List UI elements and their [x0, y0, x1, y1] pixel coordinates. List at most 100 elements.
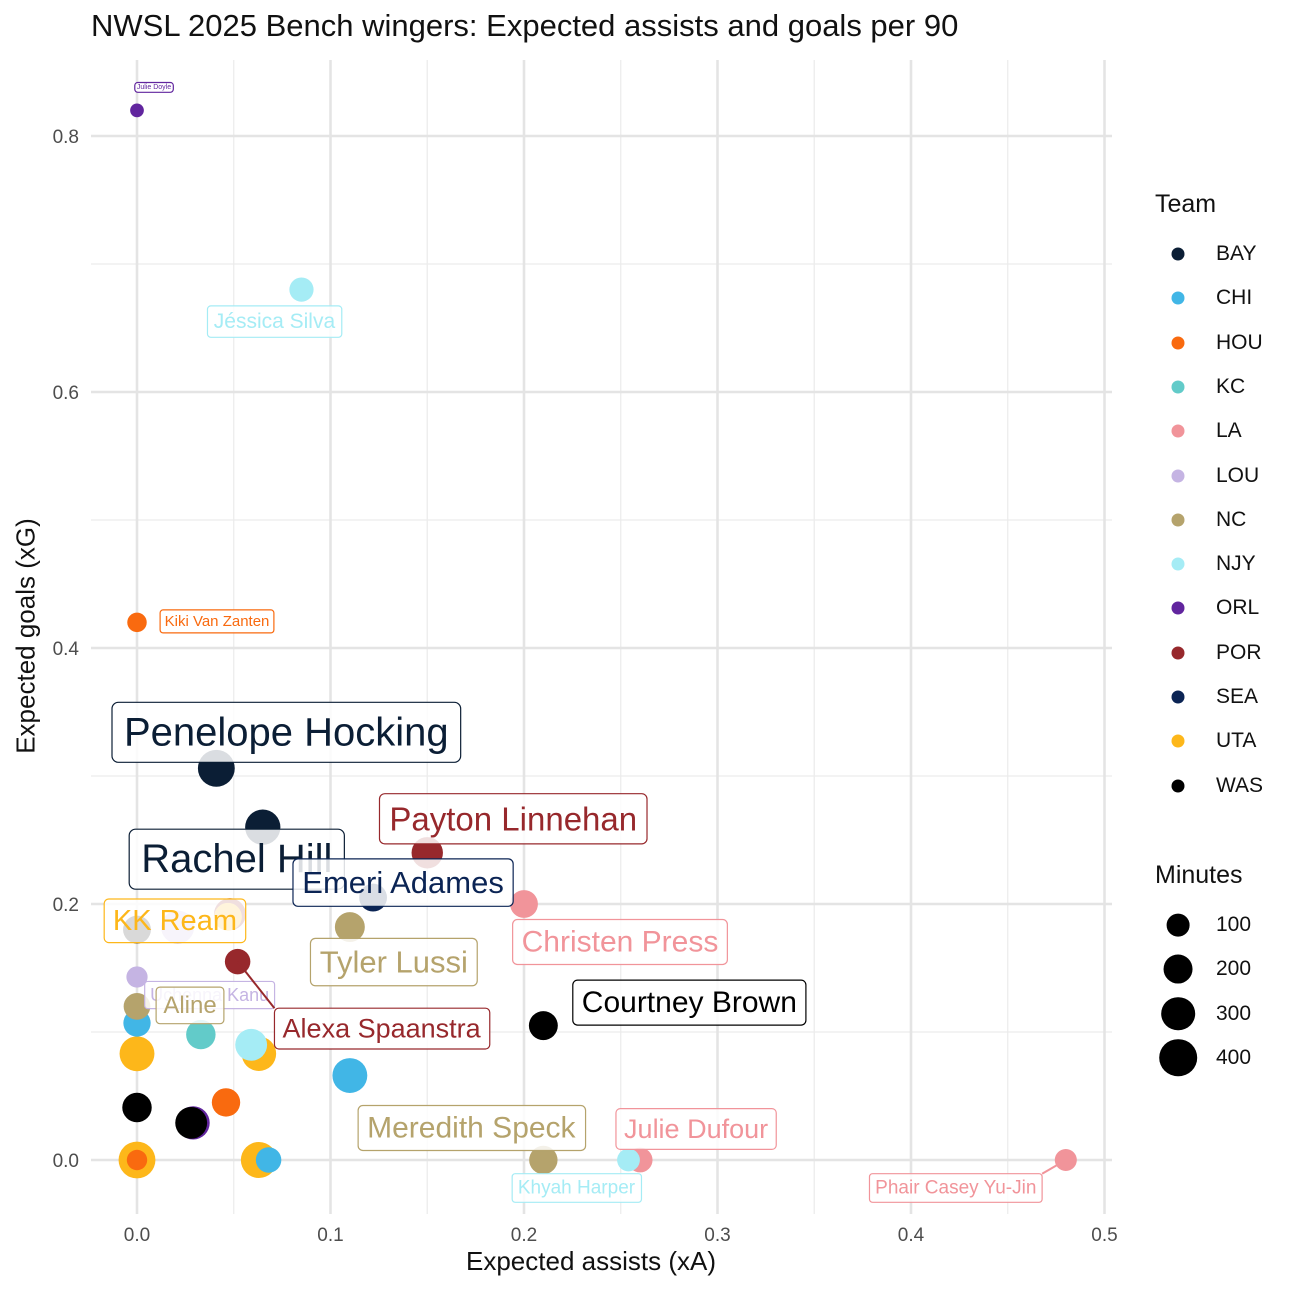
team-legend-item: WAS: [1158, 771, 1263, 801]
point-label: Emeri Adames: [292, 858, 514, 907]
x-axis-label: Expected assists (xA): [466, 1246, 716, 1276]
data-point: [123, 993, 151, 1020]
legend-swatch: [1158, 771, 1198, 801]
data-point: [528, 1011, 558, 1041]
legend-label: HOU: [1216, 330, 1263, 354]
data-point: [617, 1148, 640, 1172]
legend-label: 200: [1216, 957, 1252, 981]
team-legend-item: POR: [1158, 638, 1262, 668]
legend-label: BAY: [1216, 242, 1257, 265]
legend-label: 100: [1216, 913, 1252, 936]
point-label: Courtney Brown: [572, 979, 807, 1026]
data-point: [186, 1019, 216, 1050]
data-point: [122, 1092, 152, 1123]
team-legend-item: UTA: [1158, 726, 1256, 756]
legend-label: WAS: [1216, 773, 1264, 797]
x-tick-label: 0.2: [511, 1225, 537, 1246]
legend-label: CHI: [1216, 286, 1253, 310]
legend-swatch: [1158, 372, 1198, 402]
data-point: [332, 1058, 368, 1093]
svg-text:Khyah Harper: Khyah Harper: [518, 1178, 636, 1199]
svg-text:Jéssica Silva: Jéssica Silva: [214, 310, 336, 333]
data-point: [235, 1028, 268, 1061]
grid-lines: [91, 60, 1112, 1214]
y-tick-label: 0.6: [53, 383, 79, 404]
point-label: Kiki Van Zanten: [159, 609, 275, 634]
svg-text:Courtney Brown: Courtney Brown: [582, 986, 797, 1019]
legend-label: LOU: [1216, 463, 1260, 487]
svg-text:Penelope Hocking: Penelope Hocking: [124, 710, 449, 754]
svg-text:KK Ream: KK Ream: [113, 905, 237, 937]
legend-swatch: [1158, 328, 1198, 358]
legend-label: KC: [1216, 374, 1246, 398]
minutes-legend-item: 100: [1158, 910, 1251, 940]
legend-swatch: [1158, 416, 1198, 446]
svg-text:Emeri Adames: Emeri Adames: [302, 865, 504, 900]
y-tick-label: 0.4: [53, 639, 80, 660]
legend-swatch: [1158, 682, 1198, 712]
team-legend-item: ORL: [1158, 593, 1259, 623]
x-tick-label: 0.3: [704, 1225, 730, 1246]
team-legend-item: HOU: [1158, 328, 1263, 358]
legend-label: NJY: [1216, 552, 1256, 576]
point-label: Aline: [155, 986, 225, 1025]
team-legend-item: NC: [1158, 505, 1246, 535]
minutes-legend-item: 400: [1158, 1039, 1252, 1077]
legend-size-dot: [1158, 996, 1198, 1031]
team-legend-item: LOU: [1158, 461, 1259, 491]
data-point: [529, 1145, 558, 1175]
legend-swatch: [1158, 549, 1198, 579]
legend-label: 400: [1216, 1045, 1252, 1069]
team-legend-item: LA: [1158, 416, 1242, 446]
data-point: [510, 890, 538, 918]
svg-text:Payton Linnehan: Payton Linnehan: [389, 800, 637, 837]
point-label: KK Ream: [103, 898, 247, 944]
data-point: [175, 1106, 208, 1139]
x-tick-label: 0.5: [1091, 1225, 1117, 1246]
data-point: [334, 912, 365, 943]
legend-label: ORL: [1216, 596, 1260, 620]
tick-labels: 0.0 0.1 0.2 0.3 0.4 0.5 0.0 0.2 0.4 0.6 0.8: [53, 127, 1118, 1246]
team-legend-title: Team: [1155, 190, 1217, 218]
point-label: Tyler Lussi: [309, 937, 478, 987]
svg-text:Tyler Lussi: Tyler Lussi: [320, 945, 468, 980]
x-tick-label: 0.4: [898, 1225, 925, 1246]
data-point: [289, 277, 314, 302]
svg-text:Kiki Van Zanten: Kiki Van Zanten: [165, 613, 270, 630]
minutes-legend-item: 300: [1158, 996, 1252, 1031]
legend-swatch: [1158, 505, 1198, 535]
legend-swatch: [1158, 461, 1198, 491]
team-legend-item: CHI: [1158, 283, 1252, 313]
legend-label: LA: [1216, 419, 1242, 443]
x-tick-label: 0.0: [124, 1225, 150, 1246]
legend-label: SEA: [1216, 685, 1259, 708]
chart-title: NWSL 2025 Bench wingers: Expected assist…: [91, 8, 959, 43]
legend-label: UTA: [1216, 729, 1257, 753]
svg-text:Julie Doyle: Julie Doyle: [137, 84, 171, 91]
data-point: [130, 103, 144, 118]
point-label: Julie Doyle: [134, 81, 174, 93]
data-point: [119, 1036, 155, 1072]
minutes-legend-title: Minutes: [1155, 861, 1243, 889]
y-tick-label: 0.2: [53, 895, 79, 916]
data-point: [211, 1088, 241, 1117]
team-legend-item: SEA: [1158, 682, 1258, 712]
svg-text:Alexa Spaanstra: Alexa Spaanstra: [283, 1014, 482, 1044]
point-labels: Julie Doyle Jéssica Silva Kiki Van Zanten P…: [103, 81, 1067, 1203]
svg-text:Christen Press: Christen Press: [522, 926, 719, 959]
point-label: Meredith Speck: [357, 1104, 587, 1152]
point-label: Alexa Spaanstra: [236, 960, 491, 1050]
legend-swatch: [1158, 726, 1198, 756]
legend-swatch: [1158, 239, 1198, 269]
point-label: Payton Linnehan: [378, 793, 648, 845]
data-point: [255, 1147, 282, 1173]
legend-swatch: [1158, 593, 1198, 623]
point-label: Penelope Hocking: [111, 701, 462, 763]
svg-text:Julie Dufour: Julie Dufour: [624, 1114, 768, 1144]
point-label: Christen Press: [512, 918, 728, 966]
team-legend-item: NJY: [1158, 549, 1256, 579]
data-point: [127, 612, 147, 633]
legend-size-dot: [1158, 954, 1198, 984]
legend-label: 300: [1216, 1001, 1252, 1025]
